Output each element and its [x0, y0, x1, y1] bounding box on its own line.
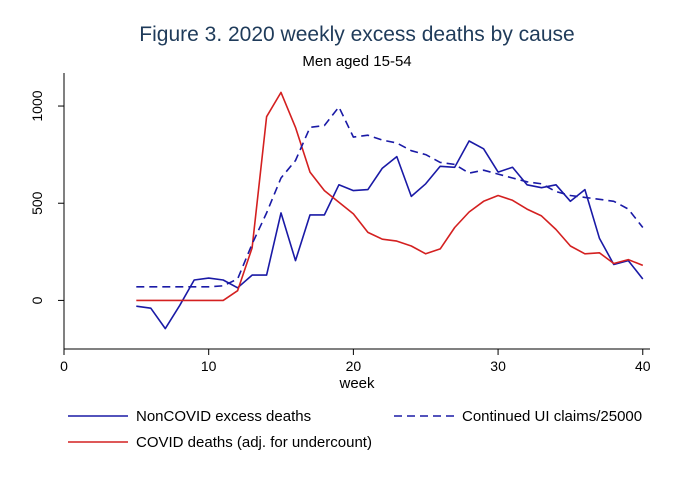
- series-line-0: [136, 140, 644, 330]
- x-axis-title: week: [338, 375, 375, 392]
- series-layer: [136, 91, 644, 330]
- x-tick-label: 0: [60, 358, 68, 374]
- x-tick-label: 20: [346, 358, 362, 374]
- x-tick-label: 30: [490, 358, 506, 374]
- y-tick-label: 500: [29, 191, 45, 215]
- y-tick-label: 1000: [29, 90, 45, 121]
- legend: NonCOVID excess deaths COVID deaths (adj.…: [68, 408, 642, 451]
- x-tick-label: 10: [201, 358, 217, 374]
- legend-label-0: NonCOVID excess deaths: [136, 408, 311, 425]
- series-line-1: [136, 91, 644, 302]
- x-tick-label: 40: [635, 358, 651, 374]
- y-tick-label: 0: [29, 296, 45, 304]
- series-line-2: [136, 106, 644, 288]
- chart-title: Figure 3. 2020 weekly excess deaths by c…: [139, 23, 574, 46]
- legend-label-1: COVID deaths (adj. for undercount): [136, 434, 372, 451]
- legend-label-2: Continued UI claims/25000: [462, 408, 642, 425]
- axes-layer: 0 10 20 30 40 0 500 1000: [29, 73, 651, 374]
- chart-subtitle: Men aged 15-54: [302, 53, 411, 70]
